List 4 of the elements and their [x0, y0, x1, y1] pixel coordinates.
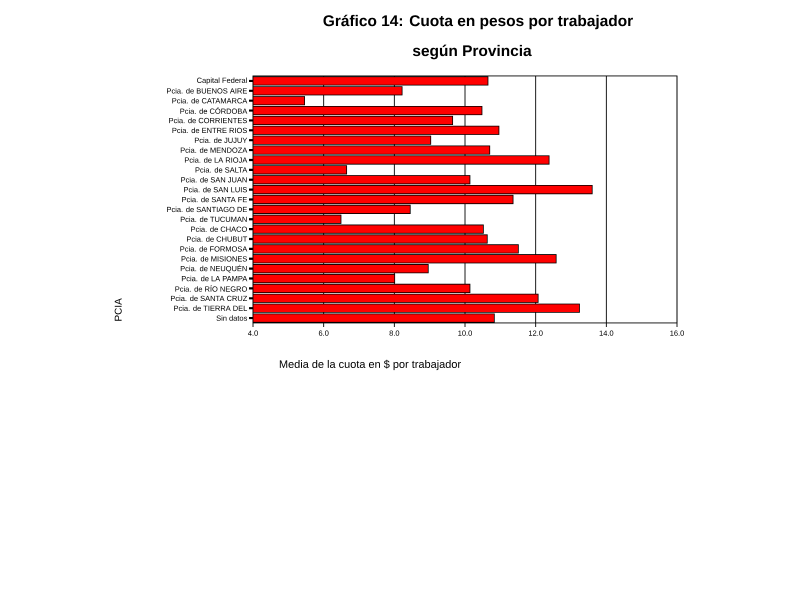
chart-title: Gráfico 14: Cuota en pesos por trabajador [323, 14, 633, 30]
chart-subtitle: según Provincia [412, 44, 532, 60]
y-axis-title: PCIA [114, 298, 122, 321]
x-axis-title: Media de la cuota en $ por trabajador [280, 360, 461, 370]
